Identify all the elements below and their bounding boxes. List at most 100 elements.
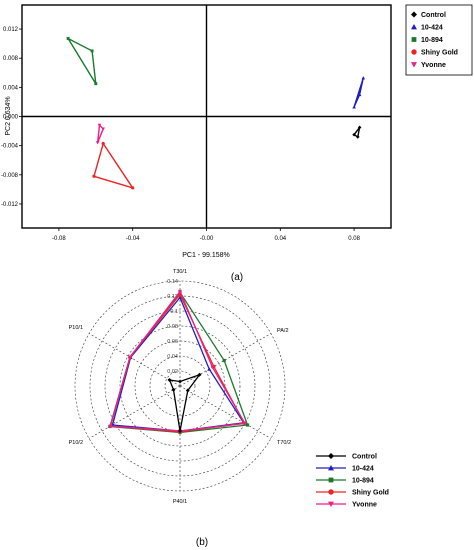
- radar-tick-label: 0.1: [170, 309, 178, 315]
- pca-series-yvonne-outline: [96, 123, 105, 143]
- panel-label-b: (b): [196, 537, 208, 548]
- pca-y-tick-label: -0.008: [1, 173, 19, 179]
- radar-axis-label: P10/2: [69, 440, 83, 446]
- pca-legend-marker-10-894: [411, 37, 417, 42]
- radar-point-control: [178, 429, 182, 433]
- pca-legend-marker-shiny-gold: [411, 49, 417, 55]
- pca-y-axis-label: PC2 0.634%: [5, 96, 12, 135]
- pca-point-control: [355, 135, 360, 139]
- pca-point-10-894: [94, 82, 98, 86]
- pca-legend-box: [405, 4, 473, 76]
- radar-tick-label: 0.04: [167, 354, 178, 360]
- pca-legend-label-10-424: 10-424: [421, 25, 443, 32]
- radar-point-control: [171, 387, 176, 392]
- pca-point-control: [352, 132, 356, 137]
- radar-legend-marker-control: [328, 453, 334, 459]
- radar-grid: [74, 280, 286, 492]
- radar-point-yvonne: [178, 289, 182, 294]
- pca-series-10-894-outline: [66, 36, 97, 85]
- radar-grid-ring: [104, 310, 256, 462]
- radar-point-control: [185, 388, 190, 393]
- pca-y-tick-label: -0.012: [1, 202, 19, 208]
- radar-tick-labels: 0.02 0.04 0.06 0.08 0.1 0.12 0.14: [167, 279, 178, 375]
- radar-point-10-424: [178, 295, 182, 300]
- pca-series-control-outline: [353, 126, 361, 139]
- pca-point-yvonne: [97, 123, 102, 128]
- pca-x-tick-label: 0.04: [274, 236, 286, 242]
- radar-axis-label: T30/1: [173, 269, 187, 275]
- pca-legend: Control 10-424 10-894 Shiny Gold Yvonne: [405, 4, 473, 76]
- pca-point-shiny-gold: [101, 141, 105, 146]
- pca-x-ticks: -0.08 -0.04 -0.00 0.04 0.08: [52, 228, 361, 242]
- radar-legend-label-shiny-gold: Shiny Gold: [352, 490, 389, 497]
- radar-point-yvonne: [242, 421, 247, 426]
- pca-chart: -0.08 -0.04 -0.00 0.04 0.08 -0.012-0.008-0.0…: [1, 4, 473, 283]
- pca-legend-label-yvonne: Yvonne: [421, 62, 446, 69]
- pca-y-tick-label: 0.000: [3, 115, 19, 121]
- radar-tick-label: 0.08: [167, 324, 178, 330]
- radar-spoke: [88, 385, 181, 439]
- radar-legend-marker-yvonne: [328, 501, 334, 507]
- radar-grid-ring: [119, 325, 241, 447]
- pca-y-ticks: -0.012 -0.008 -0.004 0.000 0.004 0.008 0.012: [1, 27, 22, 208]
- pca-y-tick-label: 0.012: [3, 27, 19, 33]
- pca-point-10-424: [352, 105, 356, 109]
- radar-axis-label: P40/1: [173, 499, 187, 505]
- pca-point-shiny-gold: [131, 186, 135, 190]
- radar-legend-label-control: Control: [352, 454, 377, 461]
- pca-point-yvonne: [95, 141, 100, 145]
- radar-point-10-894: [222, 358, 226, 363]
- radar-point-control: [167, 378, 172, 382]
- pca-y-tick-label: 0.008: [3, 56, 19, 62]
- pca-point-10-424: [361, 76, 366, 80]
- pca-y-tick-label: -0.004: [1, 144, 19, 150]
- pca-point-shiny-gold: [92, 174, 96, 178]
- radar-spoke: [179, 385, 272, 439]
- radar-tick-label: 0.14: [167, 279, 178, 285]
- pca-x-tick-label: -0.04: [126, 236, 140, 242]
- pca-legend-label-10-894: 10-894: [421, 37, 443, 44]
- radar-legend-label-yvonne: Yvonne: [352, 502, 377, 509]
- pca-legend-label-control: Control: [421, 12, 446, 19]
- pca-point-control: [357, 125, 362, 130]
- radar-legend-label-10-894: 10-894: [352, 478, 374, 485]
- pca-series-10-424-outline: [353, 77, 364, 108]
- radar-grid-ring: [164, 370, 196, 402]
- pca-x-tick-label: -0.00: [200, 236, 214, 242]
- pca-point-10-894: [90, 49, 94, 53]
- radar-spoke: [88, 333, 181, 387]
- radar-legend-label-10-424: 10-424: [352, 466, 374, 473]
- radar-tick-label: 0.02: [167, 369, 178, 375]
- radar-legend-marker-shiny-gold: [328, 489, 334, 495]
- radar-point-control: [178, 379, 182, 384]
- pca-point-10-894: [66, 37, 70, 40]
- radar-legend: Control 10-424 10-894 Shiny Gold Yvonne: [316, 453, 389, 509]
- radar-point-yvonne: [108, 424, 113, 429]
- pca-legend-marker-yvonne: [411, 62, 417, 68]
- pca-legend-label-shiny-gold: Shiny Gold: [421, 50, 458, 57]
- radar-axis-label: T70/2: [277, 440, 291, 446]
- radar-series-10-424-line: [111, 296, 245, 432]
- radar-series: [108, 289, 250, 435]
- radar-legend-marker-10-424: [328, 465, 334, 471]
- radar-axis-labels: T30/1 PA/2 T70/2 P40/1 P10/2 P10/1: [69, 269, 291, 505]
- radar-axis-label: PA/2: [277, 328, 289, 334]
- radar-point-10-424: [207, 367, 212, 371]
- pca-series-shiny-gold-outline: [93, 141, 135, 190]
- pca-y-tick-label: 0.004: [3, 85, 19, 91]
- radar-point-10-894: [245, 423, 250, 427]
- pca-legend-items: Control 10-424 10-894 Shiny Gold Yvonne: [411, 11, 458, 69]
- radar-tick-label: 0.12: [167, 294, 178, 300]
- pca-legend-marker-control: [411, 11, 417, 18]
- pca-point-10-424: [357, 92, 362, 97]
- pca-x-tick-label: -0.08: [52, 236, 66, 242]
- pca-x-axis-label: PC1 - 99.158%: [182, 252, 229, 259]
- pca-point-yvonne: [101, 127, 105, 131]
- pca-legend-marker-10-424: [411, 24, 417, 30]
- radar-tick-label: 0.06: [167, 339, 178, 345]
- radar-axis-label: P10/1: [69, 325, 83, 331]
- pca-series: [66, 36, 366, 190]
- radar-point-yvonne: [210, 365, 215, 370]
